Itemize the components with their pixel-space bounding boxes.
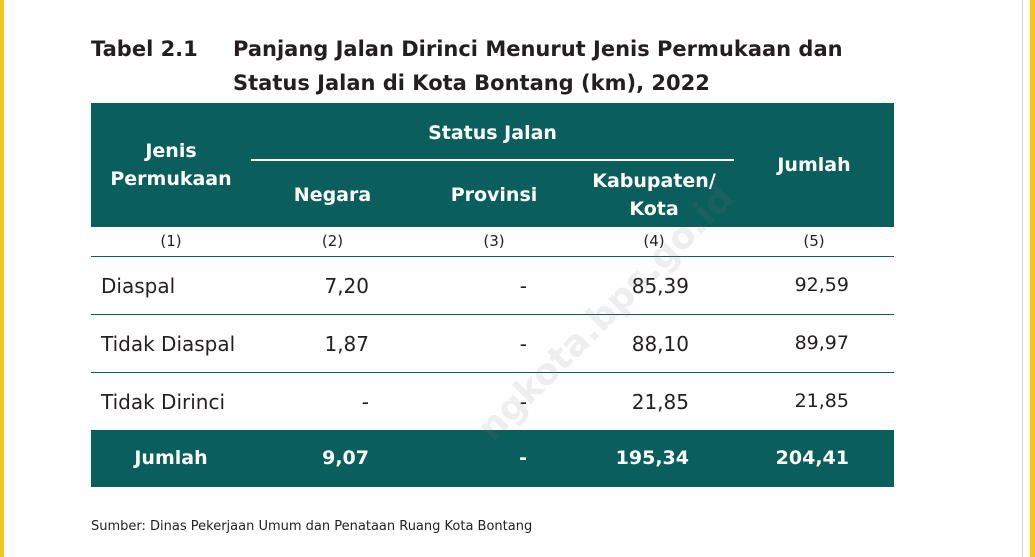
table-row: Tidak Dirinci - - 21,85 21,85 xyxy=(91,373,894,430)
column-number: (2) xyxy=(321,232,344,250)
total-label: Jumlah xyxy=(134,447,208,469)
cell-kabupaten: 85,39 xyxy=(631,274,689,298)
cell-jumlah: 21,85 xyxy=(794,390,849,412)
total-negara: 9,07 xyxy=(322,447,369,469)
road-length-table: Jenis Permukaan Status Jalan Negara Prov… xyxy=(91,103,894,487)
row-label: Tidak Dirinci xyxy=(101,390,226,414)
cell-provinsi: - xyxy=(519,390,527,414)
cell-jumlah: 92,59 xyxy=(794,274,849,296)
status-header-rule xyxy=(251,159,734,161)
column-number: (3) xyxy=(483,232,505,250)
header-jumlah: Jumlah xyxy=(777,154,851,176)
right-divider-line xyxy=(1022,0,1023,557)
column-number: (4) xyxy=(643,232,665,250)
header-negara: Negara xyxy=(293,184,372,206)
cell-negara: - xyxy=(361,390,369,414)
source-note: Sumber: Dinas Pekerjaan Umum dan Penataa… xyxy=(91,519,533,534)
cell-kabupaten: 21,85 xyxy=(631,390,689,414)
header-kabupaten-kota: Kabupaten/ Kota xyxy=(592,170,716,220)
header-status-jalan: Status Jalan xyxy=(428,122,557,144)
cell-kabupaten: 88,10 xyxy=(631,332,689,356)
table-header: Jenis Permukaan Status Jalan Negara Prov… xyxy=(91,103,894,227)
cell-jumlah: 89,97 xyxy=(794,332,849,354)
right-accent-bar xyxy=(1030,0,1035,557)
table-row: Tidak Diaspal 1,87 - 88,10 89,97 xyxy=(91,315,894,373)
cell-negara: 7,20 xyxy=(324,274,369,298)
cell-provinsi: - xyxy=(519,274,527,298)
row-label: Diaspal xyxy=(101,274,176,298)
column-number-row: (1) (2) (3) (4) (5) xyxy=(91,227,894,257)
total-provinsi: - xyxy=(519,447,527,469)
header-jenis-permukaan: Jenis Permukaan xyxy=(110,140,232,190)
total-kabupaten: 195,34 xyxy=(615,447,689,469)
cell-provinsi: - xyxy=(519,332,527,356)
header-provinsi: Provinsi xyxy=(450,184,538,206)
total-jumlah: 204,41 xyxy=(775,447,849,469)
table-number: Tabel 2.1 xyxy=(91,37,198,61)
column-number: (5) xyxy=(803,232,825,250)
table-caption: Panjang Jalan Dirinci Menurut Jenis Perm… xyxy=(233,37,843,95)
row-label: Tidak Diaspal xyxy=(101,332,236,356)
total-row: Jumlah 9,07 - 195,34 204,41 xyxy=(91,430,894,487)
column-number: (1) xyxy=(160,232,182,250)
table-row: Diaspal 7,20 - 85,39 92,59 xyxy=(91,257,894,315)
cell-negara: 1,87 xyxy=(324,332,369,356)
left-accent-bar xyxy=(0,0,4,557)
